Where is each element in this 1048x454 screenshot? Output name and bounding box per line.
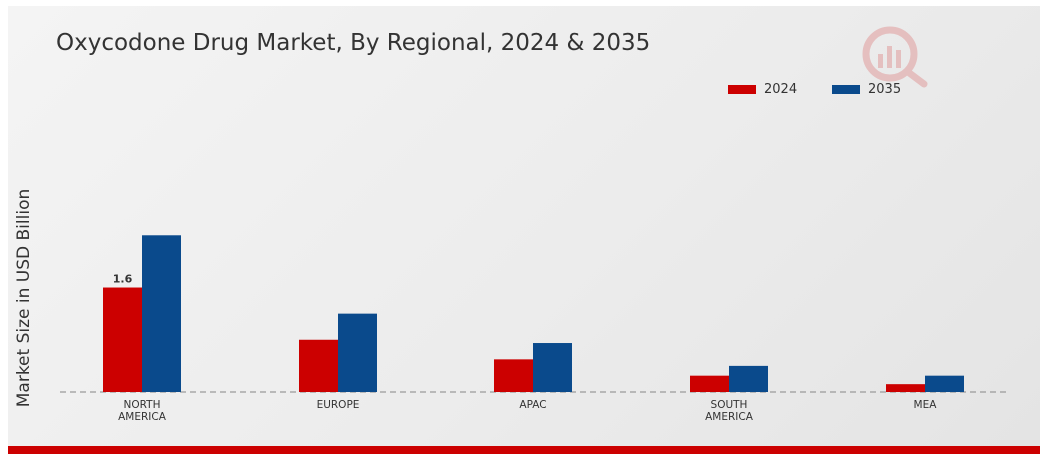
x-tick-label: APAC: [519, 399, 546, 411]
bar-2035-north-america: [142, 235, 181, 392]
x-tick-label: EUROPE: [317, 399, 360, 411]
bar-2024-europe: [299, 339, 338, 392]
bar-2024-mea: [886, 384, 925, 392]
chart-title: Oxycodone Drug Market, By Regional, 2024…: [56, 30, 651, 56]
legend-swatch-2024: [728, 85, 756, 94]
bar-2035-apac: [533, 343, 572, 392]
x-tick-label: NORTH: [124, 399, 161, 411]
bar-2035-mea: [925, 375, 964, 392]
bar-2024-north-america: [103, 287, 142, 392]
x-tick-label: AMERICA: [118, 411, 167, 423]
bar-2035-south-america: [729, 365, 768, 392]
x-tick-label: AMERICA: [705, 411, 754, 423]
legend-swatch-2035: [832, 85, 860, 94]
legend-label-2035: 2035: [868, 82, 902, 97]
x-tick-label: MEA: [914, 399, 938, 411]
bar-2024-south-america: [690, 375, 729, 392]
accent-bar: [8, 446, 1040, 454]
legend-item-2024: 2024: [728, 82, 797, 97]
bar-2035-europe: [338, 313, 377, 392]
x-tick-label: SOUTH: [711, 399, 748, 411]
legend-item-2035: 2035: [832, 82, 901, 97]
bar-2024-apac: [494, 359, 533, 392]
legend-label-2024: 2024: [764, 82, 798, 97]
logo-watermark-icon: [862, 26, 928, 88]
data-label: 1.6: [113, 273, 133, 286]
